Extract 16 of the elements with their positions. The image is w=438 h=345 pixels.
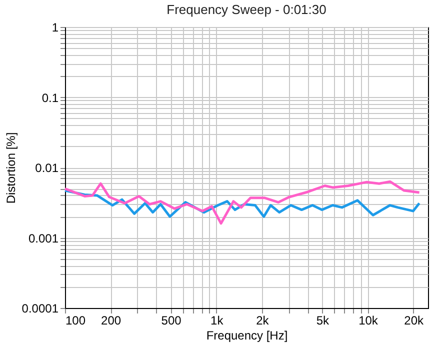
y-tick-label: 1 — [52, 20, 59, 34]
y-tick-label: 0.1 — [42, 90, 59, 105]
y-tick-label: 0.01 — [35, 161, 59, 175]
x-tick-label: 200 — [101, 314, 122, 328]
x-tick-label: 2k — [256, 314, 270, 328]
y-tick-label: 0.0001 — [22, 302, 59, 316]
x-axis-title: Frequency [Hz] — [206, 328, 288, 342]
x-tick-label: 10k — [358, 314, 379, 328]
x-tick-label: 20k — [404, 314, 424, 328]
y-axis-title: Distortion [%] — [4, 132, 18, 204]
chart-title: Frequency Sweep - 0:01:30 — [166, 2, 326, 17]
y-tick-label: 0.001 — [28, 231, 59, 246]
x-tick-label: 500 — [161, 314, 182, 328]
x-tick-label: 1k — [210, 314, 224, 328]
x-tick-label: 5k — [316, 314, 330, 328]
x-tick-label: 100 — [66, 314, 86, 328]
